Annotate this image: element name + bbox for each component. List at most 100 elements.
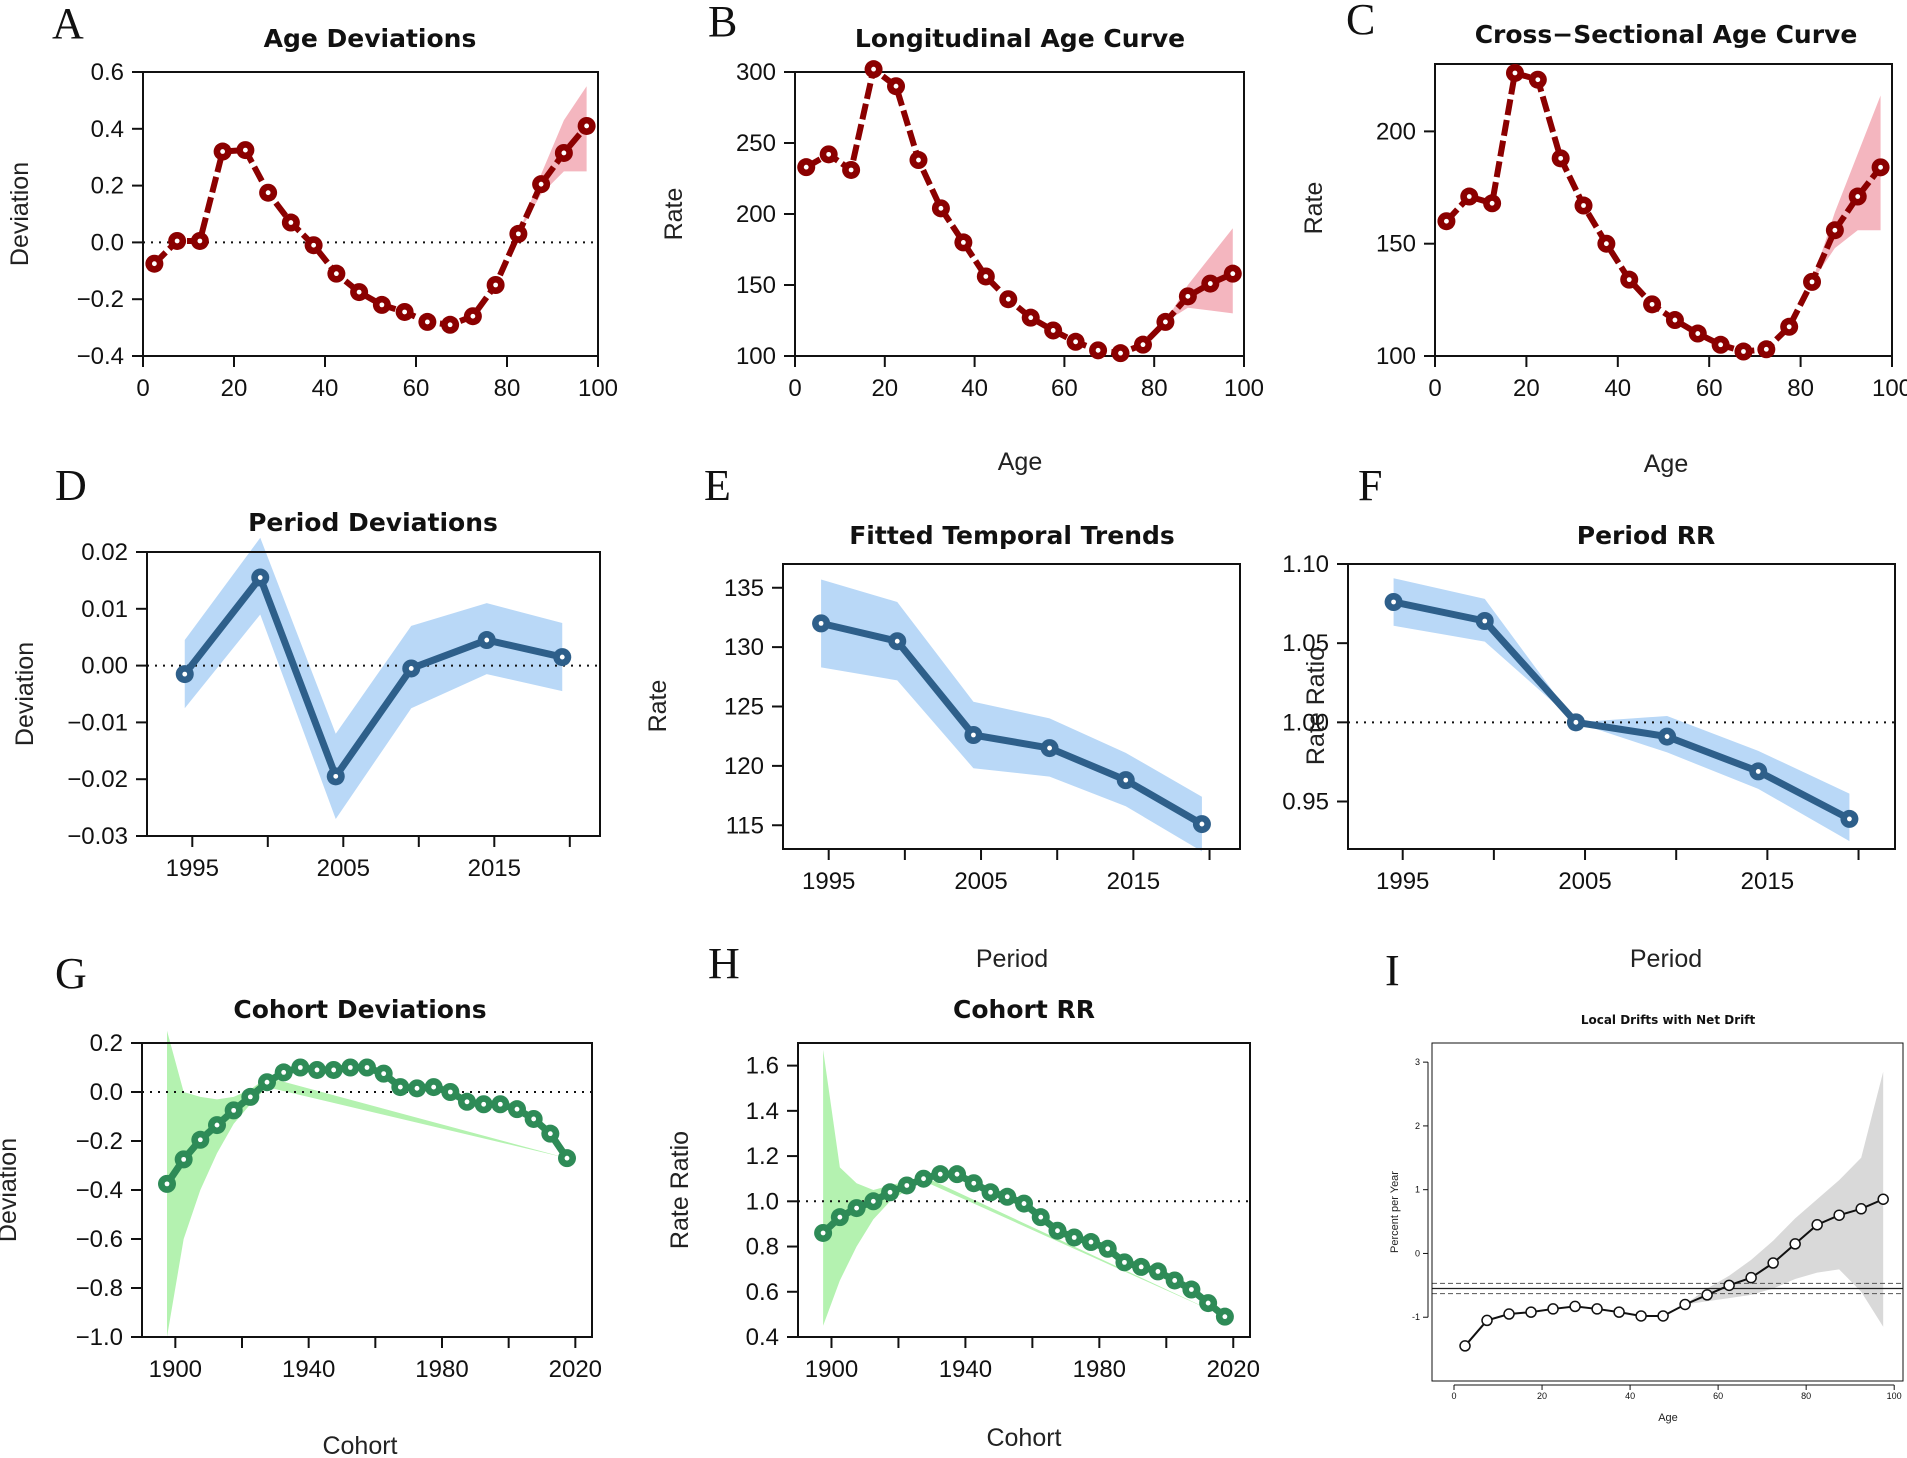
y-tick-label: 1.2 [746,1143,779,1170]
x-axis-label: Age [998,448,1042,476]
data-point-center [983,274,989,279]
data-point-center [1444,218,1449,224]
y-tick-label: 1.0 [746,1188,779,1215]
data-point-center [1005,296,1011,302]
data-point-center [424,319,430,325]
y-tick-label: 115 [726,812,764,839]
data-point-center [1222,1314,1228,1320]
confidence-band [167,1030,567,1337]
data-point-center [164,1181,170,1187]
y-tick-label: −0.01 [67,709,128,736]
y-tick-label: 100 [1376,343,1416,370]
data-point-center [1118,350,1123,356]
x-tick-label: 1980 [1073,1356,1126,1383]
data-point-center [481,1101,487,1107]
y-axis-label: Rate [1300,182,1328,235]
x-tick-label: 60 [403,375,430,402]
data-point [1591,1303,1603,1315]
data-point-center [364,1065,370,1070]
data-point-center [894,638,900,644]
x-tick-label: 0 [1428,375,1441,402]
data-point-center [1832,227,1838,233]
data-point [1635,1310,1647,1322]
data-point-center [431,1084,437,1090]
data-point-center [197,238,203,244]
data-point-center [1230,271,1236,277]
series-line [820,619,1204,828]
y-tick-label: 0.2 [91,173,124,200]
data-point-center [1163,319,1168,325]
data-point-center [1123,777,1129,783]
data-point [1789,1238,1801,1250]
data-point [1613,1306,1625,1318]
y-tick-label: 300 [736,59,776,86]
data-point-center [493,282,499,288]
data-point [1657,1310,1669,1322]
panel-letter: D [55,461,87,510]
data-point-center [818,620,824,626]
data-point-center [1199,821,1205,827]
data-point-center [1855,194,1861,199]
data-point-center [414,1085,420,1091]
y-axis-label: Rate Ratio [666,1131,694,1249]
panel-letter: F [1358,461,1382,510]
data-point-center [1603,241,1609,247]
data-point-center [1088,1239,1094,1245]
x-axis-label: Age [1658,1412,1678,1424]
confidence-band [184,537,563,819]
data-point-center [174,238,180,244]
data-point [1679,1298,1691,1311]
plot-frame [1434,63,1893,357]
data-point-center [1755,769,1761,774]
x-tick-label: 2005 [317,855,370,882]
panel-letter: C [1346,0,1375,44]
x-tick-label: 40 [961,375,988,402]
data-point-center [1140,342,1146,348]
data-point-center [937,1171,943,1177]
data-point-center [1038,1214,1044,1220]
data-point-center [464,1099,470,1105]
data-point [1503,1308,1515,1320]
data-point [1877,1193,1889,1205]
x-tick-label: 1995 [166,855,219,882]
data-point-center [1649,301,1655,307]
data-point-center [497,1101,503,1107]
y-tick-label: 2 [1415,1121,1420,1131]
y-axis-label: Rate Ratio [1302,647,1330,765]
data-point [1833,1209,1845,1221]
x-tick-label: 60 [1051,375,1078,402]
data-point-center [514,1106,520,1112]
x-tick-label: 80 [1141,375,1168,402]
y-tick-label: 0.0 [91,229,124,256]
x-tick-label: 80 [494,375,521,402]
data-point-center [1581,203,1586,208]
data-point-center [181,1156,187,1162]
data-point-center [1105,1246,1111,1252]
chart-title: Cohort Deviations [233,995,486,1024]
data-point [1547,1303,1559,1315]
data-point-center [281,1070,287,1075]
x-tick-label: 20 [1537,1391,1547,1401]
data-point-center [1741,349,1746,354]
data-point [1855,1203,1867,1215]
x-tick-label: 0 [1452,1391,1457,1401]
data-point [1459,1340,1471,1352]
x-tick-label: 2005 [954,868,1007,895]
x-tick-label: 20 [221,375,248,402]
y-axis-label: Deviation [11,642,39,746]
y-tick-label: −0.4 [76,1177,123,1204]
chart-title: Period RR [1577,521,1715,550]
y-tick-label: 1 [1415,1185,1420,1195]
data-point-center [820,1230,826,1236]
y-tick-label: 1.4 [746,1098,779,1125]
panel-e: E Fitted Temporal Trends 1995 2005 2015 115 12… [644,461,1241,973]
data-point-center [988,1189,993,1195]
panel-letter: A [52,0,84,48]
confidence-band [1465,1071,1884,1346]
chart-title: Local Drifts with Net Drift [1581,1013,1756,1027]
x-tick-label: 1995 [1376,868,1429,895]
data-point-center [826,151,832,157]
data-point-center [1672,317,1678,323]
y-tick-label: 0.6 [746,1279,779,1306]
chart-title: Age Deviations [264,24,477,53]
